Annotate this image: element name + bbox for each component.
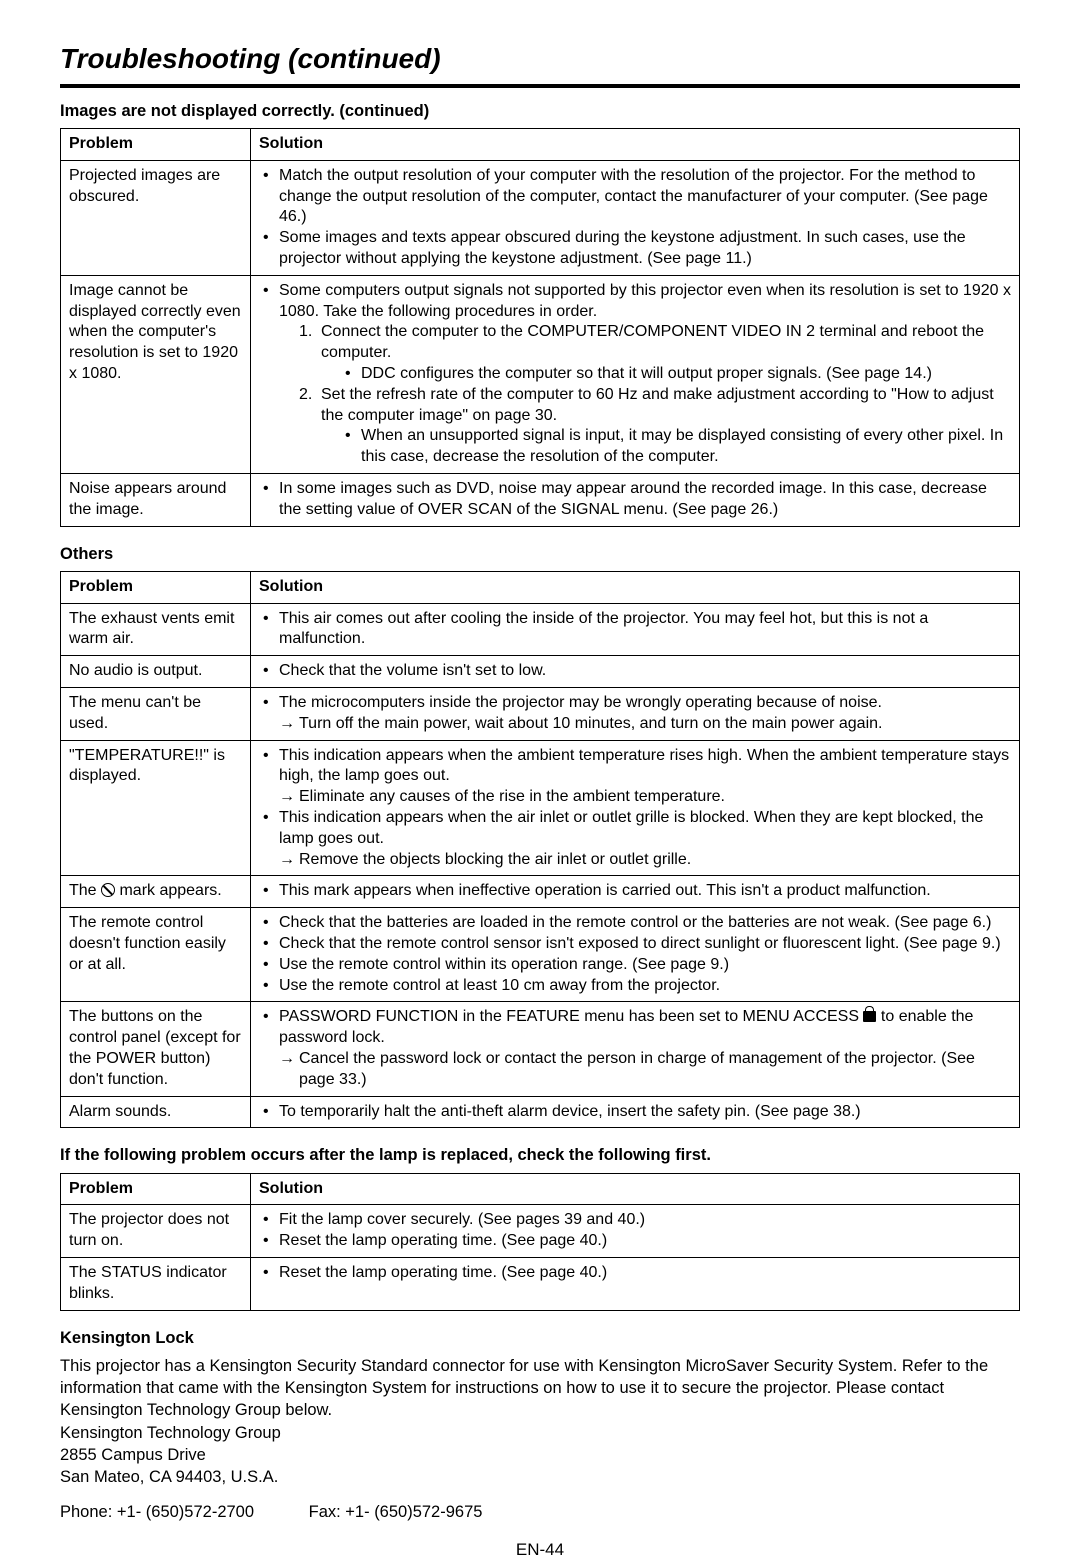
contact-line: Phone: +1- (650)572-2700 Fax: +1- (650)5… [60, 1501, 1020, 1523]
solution-arrow: Remove the objects blocking the air inle… [279, 850, 1011, 871]
solution-item: The microcomputers inside the projector … [259, 693, 1011, 735]
th-solution: Solution [251, 571, 1020, 603]
solution-item: This mark appears when ineffective opera… [259, 881, 1011, 902]
solution-item: Check that the batteries are loaded in t… [259, 913, 1011, 934]
cell-problem: The exhaust vents emit warm air. [61, 603, 251, 656]
table-row: Image cannot be displayed correctly even… [61, 275, 1020, 473]
solution-item: Use the remote control at least 10 cm aw… [259, 976, 1011, 997]
solution-item: Use the remote control within its operat… [259, 955, 1011, 976]
table-row: Projected images are obscured. Match the… [61, 160, 1020, 275]
solution-arrow: Turn off the main power, wait about 10 m… [279, 714, 1011, 735]
table-row: The menu can't be used. The microcompute… [61, 688, 1020, 741]
cell-solution: Fit the lamp cover securely. (See pages … [251, 1205, 1020, 1258]
solution-subitem: DDC configures the computer so that it w… [341, 364, 1011, 385]
table-row: The remote control doesn't function easi… [61, 908, 1020, 1002]
th-problem: Problem [61, 571, 251, 603]
table-header-row: Problem Solution [61, 571, 1020, 603]
solution-item: Check that the volume isn't set to low. [259, 661, 1011, 682]
table-lamp: Problem Solution The projector does not … [60, 1173, 1020, 1311]
cell-solution: Check that the volume isn't set to low. [251, 656, 1020, 688]
solution-item: PASSWORD FUNCTION in the FEATURE menu ha… [259, 1007, 1011, 1090]
th-problem: Problem [61, 129, 251, 161]
kensington-text: This projector has a Kensington Security… [60, 1355, 1020, 1422]
solution-item: Check that the remote control sensor isn… [259, 934, 1011, 955]
cell-problem: The buttons on the control panel (except… [61, 1002, 251, 1096]
table-others: Problem Solution The exhaust vents emit … [60, 571, 1020, 1129]
cell-problem: Projected images are obscured. [61, 160, 251, 275]
table-header-row: Problem Solution [61, 1173, 1020, 1205]
cell-solution: Reset the lamp operating time. (See page… [251, 1258, 1020, 1311]
th-problem: Problem [61, 1173, 251, 1205]
solution-item: This indication appears when the ambient… [259, 746, 1011, 808]
section1-heading: Images are not displayed correctly. (con… [60, 100, 1020, 122]
solution-item: Some computers output signals not suppor… [259, 281, 1011, 468]
section3-heading: If the following problem occurs after th… [60, 1144, 1020, 1166]
page-number: EN-44 [60, 1539, 1020, 1562]
cell-solution: Some computers output signals not suppor… [251, 275, 1020, 473]
address-line: Kensington Technology Group [60, 1422, 1020, 1444]
table-row: The STATUS indicator blinks. Reset the l… [61, 1258, 1020, 1311]
page-title: Troubleshooting (continued) [60, 40, 1020, 78]
cell-solution: PASSWORD FUNCTION in the FEATURE menu ha… [251, 1002, 1020, 1096]
table-row: The buttons on the control panel (except… [61, 1002, 1020, 1096]
cell-problem: The projector does not turn on. [61, 1205, 251, 1258]
address-line: San Mateo, CA 94403, U.S.A. [60, 1466, 1020, 1488]
cell-solution: Check that the batteries are loaded in t… [251, 908, 1020, 1002]
table-header-row: Problem Solution [61, 129, 1020, 161]
kensington-section: Kensington Lock This projector has a Ken… [60, 1327, 1020, 1523]
solution-step: 1.Connect the computer to the COMPUTER/C… [299, 322, 1011, 384]
lock-icon [863, 1011, 876, 1022]
solution-item: Fit the lamp cover securely. (See pages … [259, 1210, 1011, 1231]
solution-subitem: When an unsupported signal is input, it … [341, 426, 1011, 468]
solution-arrow: Cancel the password lock or contact the … [279, 1049, 1011, 1091]
cell-solution: The microcomputers inside the projector … [251, 688, 1020, 741]
table-row: The projector does not turn on. Fit the … [61, 1205, 1020, 1258]
cell-problem: The menu can't be used. [61, 688, 251, 741]
cell-problem: Image cannot be displayed correctly even… [61, 275, 251, 473]
table-row: No audio is output. Check that the volum… [61, 656, 1020, 688]
solution-item: Reset the lamp operating time. (See page… [259, 1263, 1011, 1284]
th-solution: Solution [251, 129, 1020, 161]
address-line: 2855 Campus Drive [60, 1444, 1020, 1466]
cell-problem: No audio is output. [61, 656, 251, 688]
cell-problem: The mark appears. [61, 876, 251, 908]
section2-heading: Others [60, 543, 1020, 565]
cell-problem: Alarm sounds. [61, 1096, 251, 1128]
cell-problem: Noise appears around the image. [61, 474, 251, 527]
cell-solution: Match the output resolution of your comp… [251, 160, 1020, 275]
fax-text: Fax: +1- (650)572-9675 [309, 1501, 483, 1523]
solution-item: To temporarily halt the anti-theft alarm… [259, 1102, 1011, 1123]
cell-solution: This indication appears when the ambient… [251, 740, 1020, 876]
table-row: "TEMPERATURE!!" is displayed. This indic… [61, 740, 1020, 876]
cell-solution: This air comes out after cooling the ins… [251, 603, 1020, 656]
solution-item: This air comes out after cooling the ins… [259, 609, 1011, 651]
th-solution: Solution [251, 1173, 1020, 1205]
solution-item: This indication appears when the air inl… [259, 808, 1011, 870]
solution-item: Some images and texts appear obscured du… [259, 228, 1011, 270]
cell-solution: In some images such as DVD, noise may ap… [251, 474, 1020, 527]
solution-item: Reset the lamp operating time. (See page… [259, 1231, 1011, 1252]
solution-item: Match the output resolution of your comp… [259, 166, 1011, 228]
cell-problem: The remote control doesn't function easi… [61, 908, 251, 1002]
solution-item: In some images such as DVD, noise may ap… [259, 479, 1011, 521]
table-images: Problem Solution Projected images are ob… [60, 128, 1020, 527]
title-rule [60, 84, 1020, 88]
cell-solution: This mark appears when ineffective opera… [251, 876, 1020, 908]
table-row: The mark appears. This mark appears when… [61, 876, 1020, 908]
cell-problem: "TEMPERATURE!!" is displayed. [61, 740, 251, 876]
prohibit-icon [101, 883, 115, 897]
table-row: Alarm sounds. To temporarily halt the an… [61, 1096, 1020, 1128]
cell-solution: To temporarily halt the anti-theft alarm… [251, 1096, 1020, 1128]
phone-text: Phone: +1- (650)572-2700 [60, 1501, 254, 1523]
solution-arrow: Eliminate any causes of the rise in the … [279, 787, 1011, 808]
table-row: Noise appears around the image. In some … [61, 474, 1020, 527]
cell-problem: The STATUS indicator blinks. [61, 1258, 251, 1311]
kensington-heading: Kensington Lock [60, 1327, 1020, 1349]
table-row: The exhaust vents emit warm air. This ai… [61, 603, 1020, 656]
solution-step: 2.Set the refresh rate of the computer t… [299, 385, 1011, 468]
